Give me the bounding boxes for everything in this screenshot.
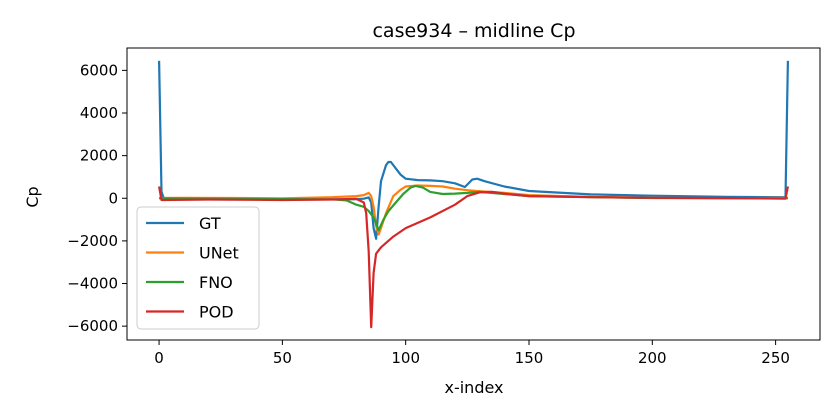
y-tick-label: −2000 bbox=[67, 232, 118, 250]
legend-box bbox=[136, 206, 260, 330]
x-tick-label: 150 bbox=[515, 349, 544, 367]
x-tick-label: 0 bbox=[154, 349, 164, 367]
x-tick-label: 250 bbox=[761, 349, 790, 367]
legend-label-fno: FNO bbox=[199, 273, 233, 292]
plot-area: 0 50 100 150 200 250 −6000 −4000 −2000 0 2000 4000 6… bbox=[67, 47, 821, 367]
x-axis-label: x-index bbox=[444, 378, 503, 397]
y-tick-label: 0 bbox=[108, 189, 118, 207]
chart-title: case934 – midline Cp bbox=[372, 20, 575, 42]
y-tick-label: 6000 bbox=[80, 61, 118, 79]
legend: GT UNet FNO POD bbox=[136, 206, 260, 330]
series-line-pod bbox=[158, 186, 789, 329]
axes-frame bbox=[126, 47, 821, 341]
legend-label-pod: POD bbox=[199, 303, 234, 322]
y-tick-label: 4000 bbox=[80, 104, 118, 122]
y-tick-label: −6000 bbox=[67, 317, 118, 335]
x-tick-label: 200 bbox=[638, 349, 667, 367]
legend-label-gt: GT bbox=[199, 214, 221, 233]
legend-label-unet: UNet bbox=[199, 244, 239, 263]
x-tick-label: 50 bbox=[273, 349, 292, 367]
y-tick-label: 2000 bbox=[80, 147, 118, 165]
series-line-fno bbox=[159, 184, 788, 232]
x-tick-label: 100 bbox=[391, 349, 420, 367]
y-axis-label: Cp bbox=[23, 186, 42, 207]
y-tick-label: −4000 bbox=[67, 275, 118, 293]
